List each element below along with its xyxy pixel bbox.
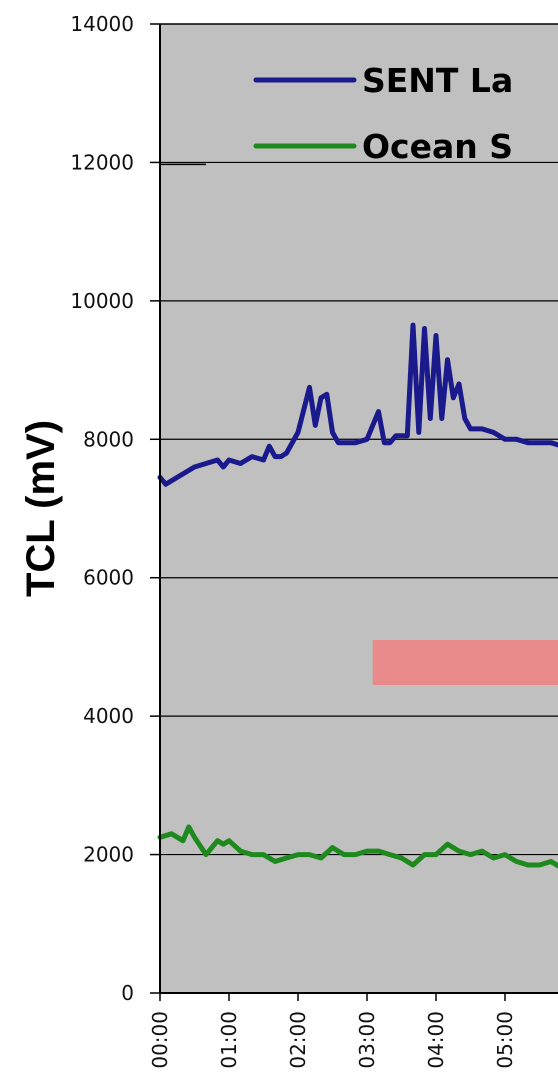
y-tick-label: 14000 xyxy=(70,12,134,36)
y-tick-label: 2000 xyxy=(83,843,134,867)
y-tick-label: 10000 xyxy=(70,289,134,313)
axes xyxy=(150,23,558,1001)
legend: SENT La Ocean S xyxy=(253,61,513,166)
series-line-ocean xyxy=(157,824,558,869)
y-tick-labels: 0 2000 4000 6000 8000 10000 12000 14000 xyxy=(70,12,134,1005)
x-tick-label: 04:00 xyxy=(424,1011,448,1069)
x-tick-label: 02:00 xyxy=(286,1011,310,1069)
legend-label-ocean: Ocean S xyxy=(362,127,513,166)
x-tick-label: 05:00 xyxy=(493,1011,517,1069)
x-tick-label: 00:00 xyxy=(148,1011,172,1069)
y-tick-label: 12000 xyxy=(70,150,134,174)
series-layer xyxy=(157,322,558,869)
annotation-band-layer xyxy=(372,640,558,685)
legend-label-sent: SENT La xyxy=(362,61,513,100)
annotation-band xyxy=(372,640,558,685)
y-axis-label: TCL (mV) xyxy=(19,420,63,597)
x-tick-label: 03:00 xyxy=(355,1011,379,1069)
y-tick-label: 6000 xyxy=(83,566,134,590)
y-tick-label: 0 xyxy=(121,981,134,1005)
series-line-sent xyxy=(157,322,558,487)
x-tick-label: 01:00 xyxy=(217,1011,241,1069)
y-tick-label: 4000 xyxy=(83,704,134,728)
plot-area xyxy=(160,24,558,993)
y-tick-label: 8000 xyxy=(83,427,134,451)
